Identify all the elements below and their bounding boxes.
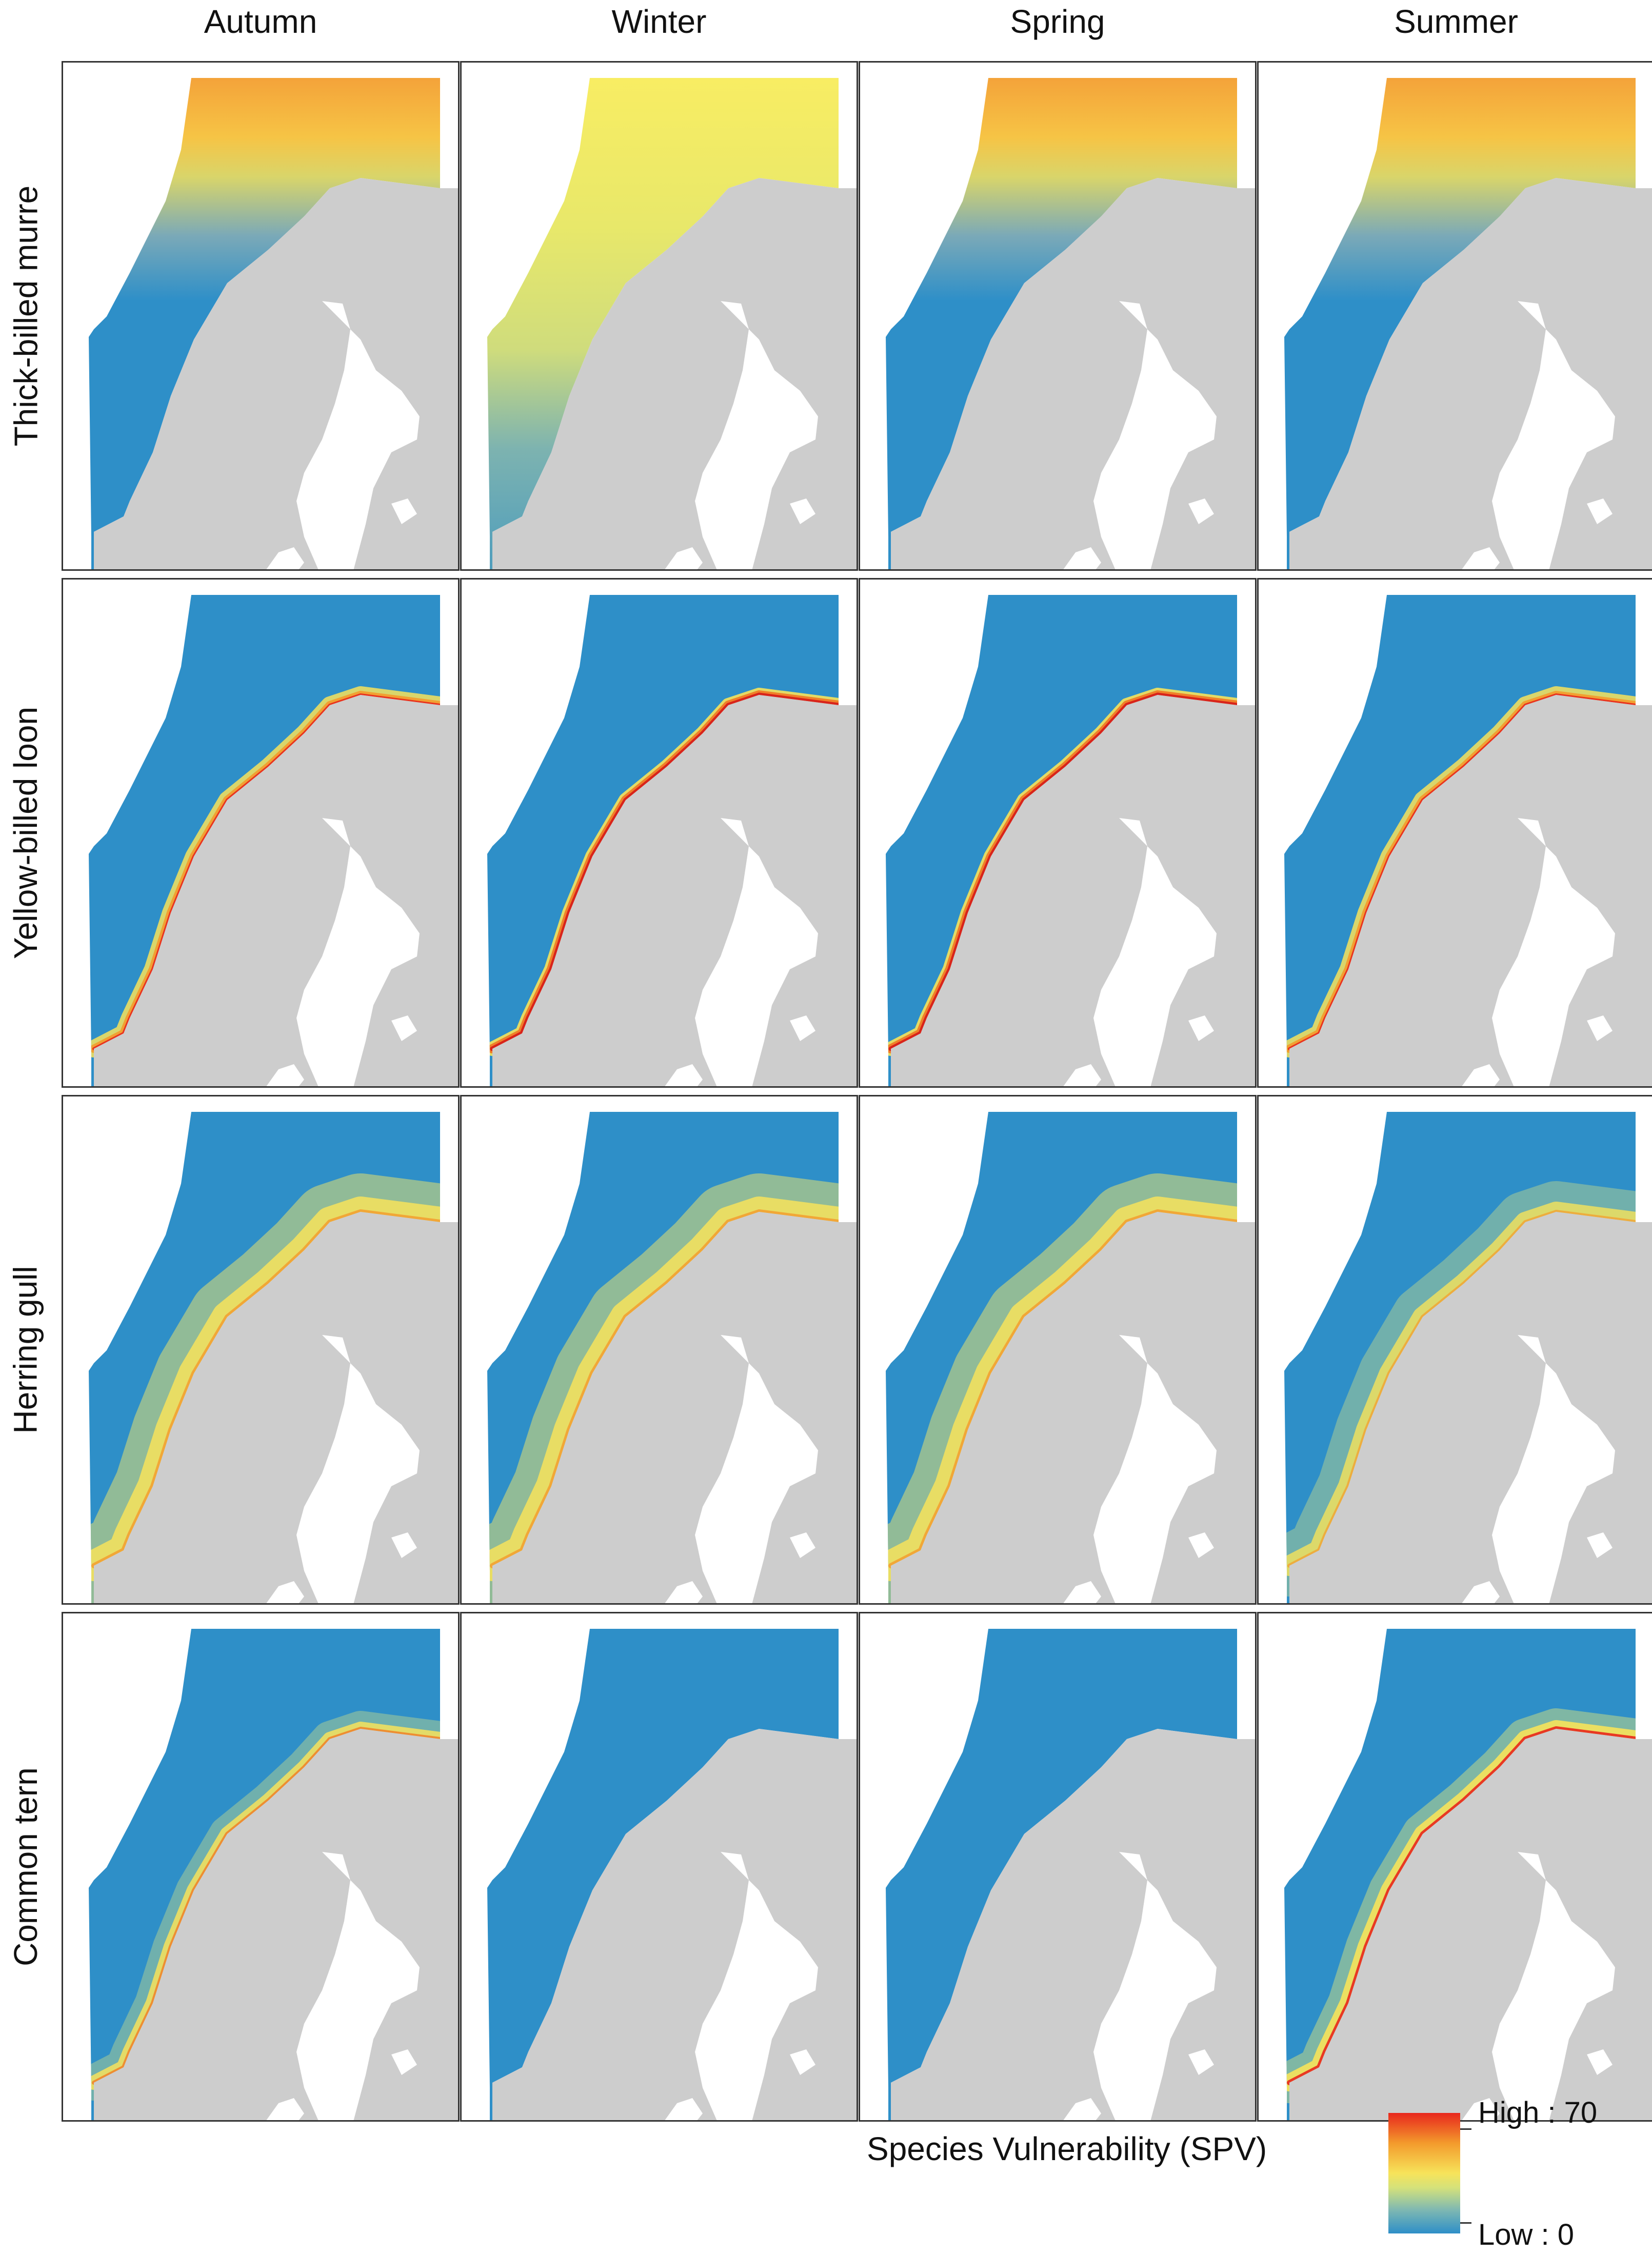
baltic-water [1093,301,1217,569]
sea-area [487,595,839,1086]
column-label-winter: Winter [611,3,707,40]
sea-area [886,1629,1237,2120]
map-panel [62,1095,460,1605]
map-panel [859,1612,1257,2122]
baltic-water [695,1335,818,1603]
map-panel [62,1612,460,2122]
sea-area [89,78,440,569]
sea-area [886,1112,1237,1603]
legend-label-low: Low : 0 [1478,2218,1574,2251]
row-label-common-tern: Common tern [7,1767,44,1966]
map-panel [1257,578,1652,1088]
baltic-water [695,301,818,569]
column-label-spring: Spring [1010,3,1105,40]
sea-area [89,595,440,1086]
baltic-water [1492,1335,1615,1603]
map-panel [859,61,1257,571]
map-panel [460,1095,858,1605]
row-label-herring-gull: Herring gull [7,1266,44,1434]
sea-area [886,78,1237,569]
map-panel [62,578,460,1088]
baltic-water [1492,818,1615,1086]
map-panel [460,61,858,571]
baltic-water [1492,301,1615,569]
sea-area [1284,595,1636,1086]
sea-area [1284,1629,1636,2120]
sea-area [487,78,839,569]
row-label-thick-billed-murre: Thick-billed murre [7,185,44,447]
row-label-yellow-billed-loon: Yellow-billed loon [7,706,44,960]
map-panel [1257,1095,1652,1605]
baltic-water [695,818,818,1086]
baltic-water [296,818,420,1086]
sea-area [89,1629,440,2120]
baltic-water [296,301,420,569]
legend-label-high: High : 70 [1478,2096,1598,2129]
map-panel [1257,61,1652,571]
legend-color-bar [1388,2113,1460,2233]
map-panel [1257,1612,1652,2122]
column-label-autumn: Autumn [204,3,317,40]
sea-area [1284,78,1636,569]
map-panel [460,578,858,1088]
baltic-water [1093,1852,1217,2120]
map-panel [62,61,460,571]
sea-area [89,1112,440,1603]
sea-area [487,1112,839,1603]
legend-tick-low [1460,2222,1471,2224]
baltic-water [296,1335,420,1603]
map-panel [859,578,1257,1088]
map-panel [859,1095,1257,1605]
baltic-water [1492,1852,1615,2120]
baltic-water [1093,1335,1217,1603]
baltic-water [296,1852,420,2120]
map-panel [460,1612,858,2122]
sea-area [886,595,1237,1086]
column-label-summer: Summer [1394,3,1518,40]
legend-title: Species Vulnerability (SPV) [867,2130,1267,2167]
sea-area [1284,1112,1636,1603]
baltic-water [1093,818,1217,1086]
legend-tick-high [1460,2128,1471,2130]
sea-area [487,1629,839,2120]
baltic-water [695,1852,818,2120]
